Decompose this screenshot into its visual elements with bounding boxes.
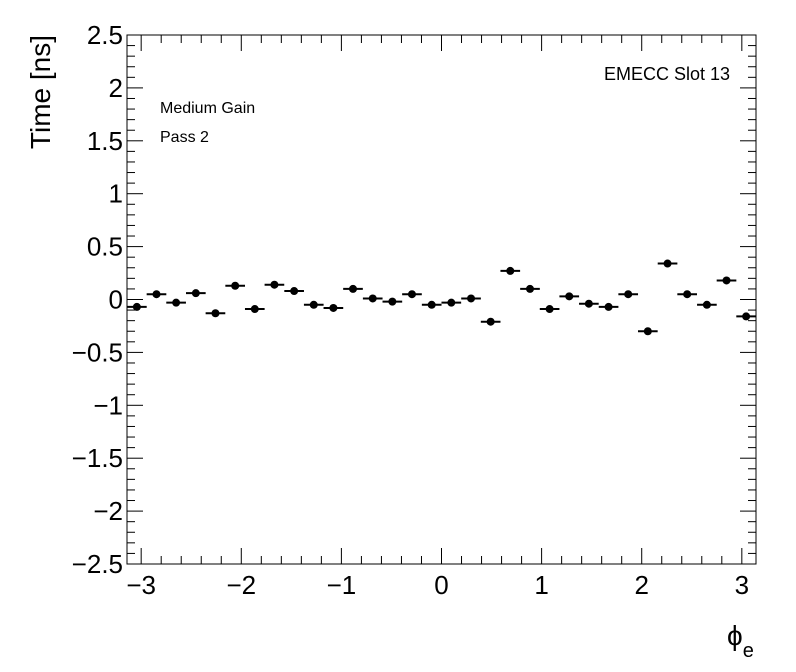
data-marker (270, 280, 279, 289)
data-point (225, 281, 246, 290)
data-point (637, 327, 658, 336)
data-point (146, 290, 167, 299)
y-tick-label: 0 (109, 285, 123, 315)
data-marker (742, 312, 751, 321)
x-axis-title: ϕe (727, 620, 754, 662)
data-point (579, 299, 599, 308)
x-axis-title-subscript: e (743, 640, 754, 662)
y-tick-label: 1 (109, 179, 123, 209)
x-axis-ticks: −3 −2 −1 0 1 2 3 (126, 35, 749, 600)
data-point (205, 309, 226, 318)
data-marker (525, 284, 534, 293)
data-marker (349, 284, 358, 293)
pass-annotation: Pass 2 (160, 129, 209, 146)
data-marker (231, 281, 240, 290)
x-axis-title-symbol: ϕ (727, 620, 743, 651)
y-tick-label: −2 (93, 496, 123, 526)
data-point (480, 317, 501, 326)
data-marker (211, 309, 220, 318)
data-marker (329, 303, 338, 312)
data-point (716, 276, 737, 285)
y-tick-label: 2.5 (87, 20, 123, 50)
data-marker (132, 302, 141, 311)
data-point (284, 287, 304, 296)
y-tick-label: −1 (93, 390, 123, 420)
data-points (127, 259, 756, 336)
data-point (244, 305, 265, 314)
data-point (539, 305, 560, 314)
data-marker (486, 317, 495, 326)
data-marker (368, 294, 377, 303)
data-point (382, 297, 403, 306)
data-point (343, 284, 363, 293)
data-marker (683, 290, 692, 299)
data-point (736, 312, 756, 321)
data-marker (604, 302, 613, 311)
y-tick-label: 1.5 (87, 126, 123, 156)
data-marker (172, 298, 181, 307)
data-point (402, 290, 422, 299)
data-marker (447, 298, 456, 307)
data-marker (702, 300, 711, 309)
data-marker (506, 266, 515, 275)
data-point (598, 302, 619, 311)
data-marker (643, 327, 652, 336)
data-point (166, 298, 186, 307)
data-point (618, 290, 639, 299)
data-marker (467, 294, 476, 303)
data-marker (624, 290, 633, 299)
data-point (264, 280, 285, 289)
y-axis-title: Time [ns] (25, 35, 56, 149)
data-marker (722, 276, 731, 285)
y-tick-label: −1.5 (72, 443, 123, 473)
x-tick-label: −3 (126, 570, 156, 600)
data-point (303, 300, 324, 309)
data-marker (427, 300, 436, 309)
data-marker (152, 290, 161, 299)
data-marker (250, 305, 259, 314)
data-point (697, 300, 717, 309)
gain-annotation: Medium Gain (160, 100, 255, 117)
slot-annotation: EMECC Slot 13 (604, 64, 730, 84)
data-point (677, 290, 697, 299)
x-tick-label: −2 (226, 570, 256, 600)
data-point (127, 302, 147, 311)
data-marker (309, 300, 318, 309)
x-tick-label: 2 (634, 570, 648, 600)
data-point (657, 259, 678, 268)
data-marker (545, 305, 554, 314)
data-point (186, 289, 206, 298)
data-point (323, 303, 344, 312)
x-tick-label: 0 (434, 570, 448, 600)
data-point (559, 292, 580, 301)
data-point (461, 294, 481, 303)
data-marker (290, 287, 299, 296)
x-tick-label: 1 (534, 570, 548, 600)
data-marker (663, 259, 672, 268)
x-tick-label: −1 (327, 570, 357, 600)
y-tick-label: −2.5 (72, 549, 123, 579)
data-marker (191, 289, 200, 298)
data-marker (584, 299, 593, 308)
data-point (500, 266, 521, 275)
data-marker (407, 290, 416, 299)
data-marker (388, 297, 397, 306)
x-tick-label: 3 (735, 570, 749, 600)
data-point (441, 298, 462, 307)
y-tick-label: 0.5 (87, 232, 123, 262)
data-marker (565, 292, 574, 301)
data-point (421, 300, 442, 309)
y-tick-label: 2 (109, 73, 123, 103)
y-axis-ticks: 2.5 2 1.5 1 0.5 0 −0.5 −1 −1.5 −2 −2.5 (72, 20, 756, 579)
data-point (362, 294, 383, 303)
y-tick-label: −0.5 (72, 337, 123, 367)
data-point (520, 284, 540, 293)
